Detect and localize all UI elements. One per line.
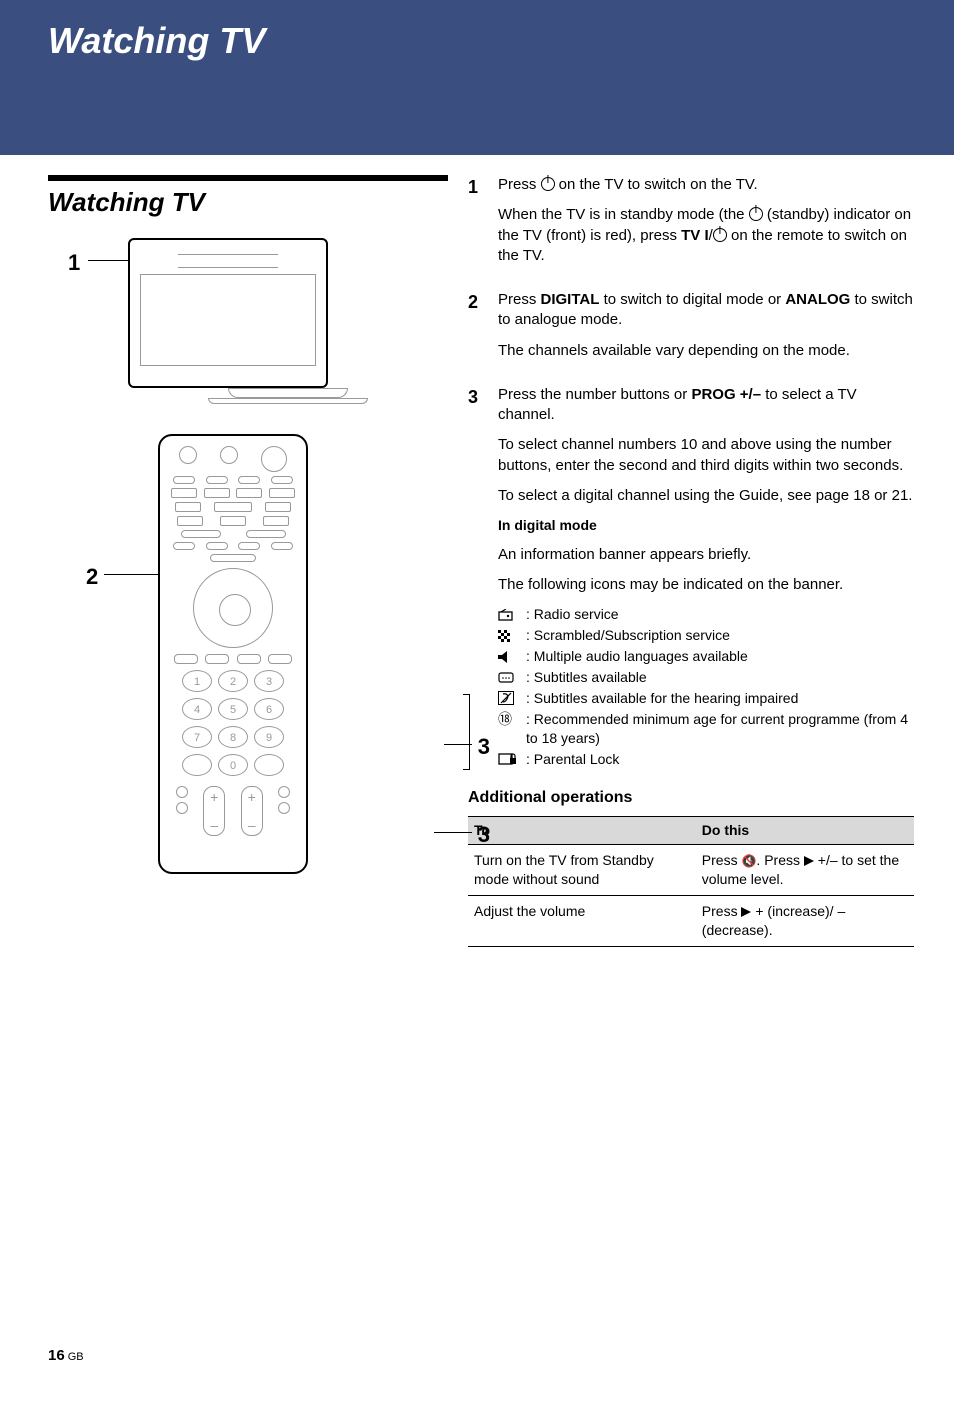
page-suffix: GB	[65, 1351, 84, 1363]
page-number: 16	[48, 1347, 65, 1364]
step-2-line1: Press DIGITAL to switch to digital mode …	[498, 290, 914, 331]
step-3-line4: An information banner appears briefly.	[498, 545, 914, 565]
step-2: 2 Press DIGITAL to switch to digital mod…	[468, 290, 914, 371]
remote-illustration: 123 456 789 0 +– +–	[158, 434, 308, 874]
step-3-num: 3	[468, 385, 498, 771]
header-bar: Watching TV	[0, 0, 954, 155]
banner-icon-list: : Radio service : Scrambled/Subscription…	[498, 605, 914, 768]
icon-item-radio: : Radio service	[498, 605, 914, 624]
step-1: 1 Press on the TV to switch on the TV. W…	[468, 175, 914, 276]
callout-3b-line	[434, 832, 472, 833]
table-row: Adjust the volume Press + (increase)/ – …	[468, 895, 914, 946]
radio-icon	[498, 605, 526, 624]
content-area: Watching TV 1 2 3 3	[0, 155, 954, 947]
table-cell: Turn on the TV from Standby mode without…	[468, 845, 696, 896]
step-2-line2: The channels available vary depending on…	[498, 341, 914, 361]
callout-1: 1	[68, 250, 80, 276]
section-subheading: Watching TV	[48, 187, 448, 218]
additional-ops-heading: Additional operations	[468, 787, 914, 809]
step-1-num: 1	[468, 175, 498, 276]
power-icon	[713, 228, 727, 242]
step-2-num: 2	[468, 290, 498, 371]
tv-figure: 1	[128, 238, 448, 404]
step-3-line1: Press the number buttons or PROG +/– to …	[498, 385, 914, 426]
remote-numpad: 123 456 789 0	[168, 670, 298, 776]
callout-3a-line	[444, 744, 472, 745]
lock-icon	[498, 750, 526, 769]
step-1-line2: When the TV is in standby mode (the (sta…	[498, 205, 914, 266]
table-cell: Press + (increase)/ – (decrease).	[696, 895, 914, 946]
age-icon: ⑱	[498, 710, 526, 748]
step-3-line5: The following icons may be indicated on …	[498, 575, 914, 595]
callout-2: 2	[86, 564, 98, 590]
table-header-do: Do this	[696, 817, 914, 845]
table-cell: Press 🔇. Press +/– to set the volume lev…	[696, 845, 914, 896]
ear-icon	[498, 689, 526, 708]
callout-3a: 3	[478, 734, 490, 760]
volume-icon	[741, 907, 751, 917]
icon-item-lock: : Parental Lock	[498, 750, 914, 769]
power-icon	[541, 177, 555, 191]
callout-3b: 3	[478, 822, 490, 848]
scrambled-icon	[498, 626, 526, 645]
digital-mode-heading: In digital mode	[498, 516, 914, 535]
operations-table: To Do this Turn on the TV from Standby m…	[468, 816, 914, 946]
audio-icon	[498, 647, 526, 666]
page-title: Watching TV	[48, 20, 954, 62]
icon-item-subtitles-impaired: : Subtitles available for the hearing im…	[498, 689, 914, 708]
table-header-to: To	[468, 817, 696, 845]
subtitles-icon	[498, 668, 526, 687]
step-3: 3 Press the number buttons or PROG +/– t…	[468, 385, 914, 771]
table-cell: Adjust the volume	[468, 895, 696, 946]
page-footer: 16 GB	[48, 1347, 84, 1364]
right-column: 1 Press on the TV to switch on the TV. W…	[468, 175, 914, 947]
mute-icon: 🔇	[741, 853, 756, 869]
table-row: Turn on the TV from Standby mode without…	[468, 845, 914, 896]
power-icon	[749, 207, 763, 221]
icon-item-subtitles: : Subtitles available	[498, 668, 914, 687]
icon-item-scrambled: : Scrambled/Subscription service	[498, 626, 914, 645]
step-3-line3: To select a digital channel using the Gu…	[498, 486, 914, 506]
step-3-line2: To select channel numbers 10 and above u…	[498, 435, 914, 476]
left-column: Watching TV 1 2 3 3	[48, 175, 468, 947]
icon-item-audio: : Multiple audio languages available	[498, 647, 914, 666]
remote-figure: 2 3 3 123 456 789 0	[158, 434, 448, 874]
volume-icon	[804, 856, 814, 866]
tv-illustration	[128, 238, 328, 388]
step-1-line1: Press on the TV to switch on the TV.	[498, 175, 914, 195]
icon-item-age: ⑱ : Recommended minimum age for current …	[498, 710, 914, 748]
subheading-rule: Watching TV	[48, 175, 448, 218]
